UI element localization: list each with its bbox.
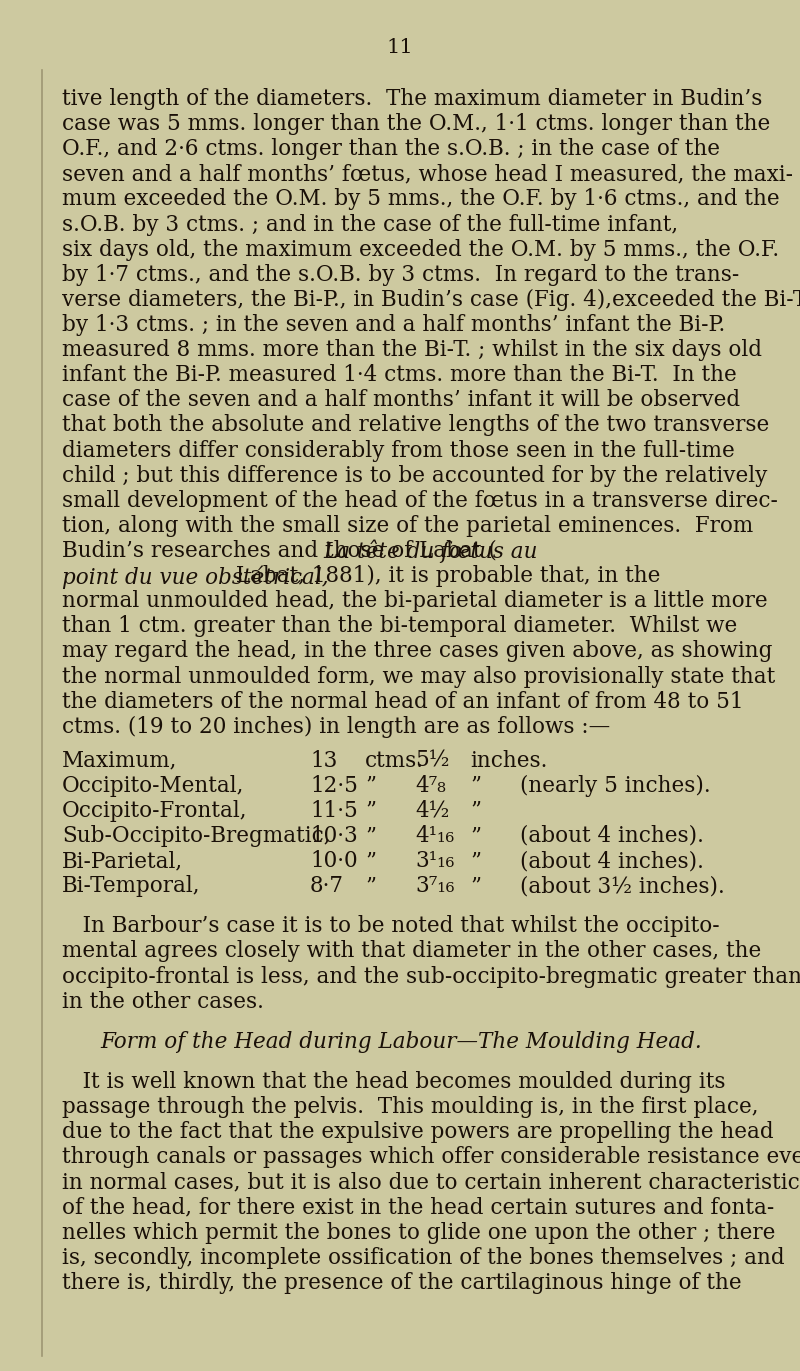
Text: Bi-Temporal,: Bi-Temporal, [62, 875, 201, 897]
Text: of the head, for there exist in the head certain sutures and fonta-: of the head, for there exist in the head… [62, 1197, 774, 1219]
Text: than 1 ctm. greater than the bi-temporal diameter.  Whilst we: than 1 ctm. greater than the bi-temporal… [62, 616, 738, 638]
Text: (about 4 inches).: (about 4 inches). [520, 825, 704, 847]
Text: Occipito-Frontal,: Occipito-Frontal, [62, 799, 247, 821]
Text: child ; but this difference is to be accounted for by the relatively: child ; but this difference is to be acc… [62, 465, 767, 487]
Text: the diameters of the normal head of an infant of from 48 to 51: the diameters of the normal head of an i… [62, 691, 743, 713]
Text: case of the seven and a half months’ infant it will be observed: case of the seven and a half months’ inf… [62, 389, 740, 411]
Text: Bi-Parietal,: Bi-Parietal, [62, 850, 183, 872]
Text: Form of the Head during Labour—The Moulding Head.: Form of the Head during Labour—The Mould… [100, 1031, 702, 1053]
Text: ctms.: ctms. [365, 750, 424, 772]
Text: infant the Bi-P. measured 1·4 ctms. more than the Bi-T.  In the: infant the Bi-P. measured 1·4 ctms. more… [62, 365, 737, 387]
Text: diameters differ considerably from those seen in the full-time: diameters differ considerably from those… [62, 440, 734, 462]
Text: 4¹₁₆: 4¹₁₆ [415, 825, 454, 847]
Text: Occipito-Mental,: Occipito-Mental, [62, 775, 244, 797]
Text: 4½: 4½ [415, 799, 450, 821]
Text: small development of the head of the fœtus in a transverse direc-: small development of the head of the fœt… [62, 489, 778, 511]
Text: ”: ” [470, 799, 481, 821]
Text: 12·5: 12·5 [310, 775, 358, 797]
Text: ”: ” [470, 875, 481, 897]
Text: measured 8 mms. more than the Bi-T. ; whilst in the six days old: measured 8 mms. more than the Bi-T. ; wh… [62, 339, 762, 361]
Text: ”: ” [365, 825, 376, 847]
Text: is, secondly, incomplete ossification of the bones themselves ; and: is, secondly, incomplete ossification of… [62, 1246, 785, 1268]
Text: ”: ” [470, 850, 481, 872]
Text: point du vue obstétrical,: point du vue obstétrical, [62, 565, 329, 588]
Text: in normal cases, but it is also due to certain inherent characteristics: in normal cases, but it is also due to c… [62, 1171, 800, 1194]
Text: 10·3: 10·3 [310, 825, 358, 847]
Text: 10·0: 10·0 [310, 850, 358, 872]
Text: Budin’s researches and those of Labat (: Budin’s researches and those of Labat ( [62, 540, 497, 562]
Text: occipito-frontal is less, and the sub-occipito-bregmatic greater than: occipito-frontal is less, and the sub-oc… [62, 965, 800, 987]
Text: mental agrees closely with that diameter in the other cases, the: mental agrees closely with that diameter… [62, 941, 762, 962]
Text: ”: ” [365, 799, 376, 821]
Text: tive length of the diameters.  The maximum diameter in Budin’s: tive length of the diameters. The maximu… [62, 88, 762, 110]
Text: Maximum,: Maximum, [62, 750, 178, 772]
Text: 3⁷₁₆: 3⁷₁₆ [415, 875, 454, 897]
Text: by 1·7 ctms., and the s.O.B. by 3 ctms.  In regard to the trans-: by 1·7 ctms., and the s.O.B. by 3 ctms. … [62, 263, 739, 285]
Text: 11·5: 11·5 [310, 799, 358, 821]
Text: s.O.B. by 3 ctms. ; and in the case of the full-time infant,: s.O.B. by 3 ctms. ; and in the case of t… [62, 214, 678, 236]
Text: inches.: inches. [470, 750, 547, 772]
Text: seven and a half months’ fœtus, whose head I measured, the maxi-: seven and a half months’ fœtus, whose he… [62, 163, 793, 185]
Text: mum exceeded the O.M. by 5 mms., the O.F. by 1·6 ctms., and the: mum exceeded the O.M. by 5 mms., the O.F… [62, 188, 780, 210]
Text: there is, thirdly, the presence of the cartilaginous hinge of the: there is, thirdly, the presence of the c… [62, 1272, 742, 1294]
Text: It is well known that the head becomes moulded during its: It is well known that the head becomes m… [62, 1071, 726, 1093]
Text: verse diameters, the Bi-P., in Budin’s case (Fig. 4),exceeded the Bi-T.: verse diameters, the Bi-P., in Budin’s c… [62, 289, 800, 311]
Text: nelles which permit the bones to glide one upon the other ; there: nelles which permit the bones to glide o… [62, 1222, 775, 1243]
Text: (about 3½ inches).: (about 3½ inches). [520, 875, 725, 897]
Text: 5½: 5½ [415, 750, 450, 772]
Text: passage through the pelvis.  This moulding is, in the first place,: passage through the pelvis. This mouldin… [62, 1097, 758, 1119]
Text: ”: ” [365, 850, 376, 872]
Text: 13: 13 [310, 750, 338, 772]
Text: Sub-Occipito-Bregmatic,: Sub-Occipito-Bregmatic, [62, 825, 330, 847]
Text: ”: ” [470, 825, 481, 847]
Text: ”: ” [365, 875, 376, 897]
Text: tion, along with the small size of the parietal eminences.  From: tion, along with the small size of the p… [62, 515, 754, 537]
Text: six days old, the maximum exceeded the O.M. by 5 mms., the O.F.: six days old, the maximum exceeded the O… [62, 239, 779, 260]
Text: 8·7: 8·7 [310, 875, 344, 897]
Text: ”: ” [365, 775, 376, 797]
Text: O.F., and 2·6 ctms. longer than the s.O.B. ; in the case of the: O.F., and 2·6 ctms. longer than the s.O.… [62, 138, 720, 160]
Text: normal unmoulded head, the bi-parietal diameter is a little more: normal unmoulded head, the bi-parietal d… [62, 590, 768, 613]
Text: case was 5 mms. longer than the O.M., 1·1 ctms. longer than the: case was 5 mms. longer than the O.M., 1·… [62, 114, 770, 136]
Text: Labat, 1881), it is probable that, in the: Labat, 1881), it is probable that, in th… [230, 565, 661, 587]
Text: In Barbour’s case it is to be noted that whilst the occipito-: In Barbour’s case it is to be noted that… [62, 916, 720, 938]
Text: 11: 11 [386, 38, 414, 58]
Text: that both the absolute and relative lengths of the two transverse: that both the absolute and relative leng… [62, 414, 770, 436]
Text: by 1·3 ctms. ; in the seven and a half months’ infant the Bi-P.: by 1·3 ctms. ; in the seven and a half m… [62, 314, 726, 336]
Text: the normal unmoulded form, we may also provisionally state that: the normal unmoulded form, we may also p… [62, 665, 775, 687]
Text: ctms. (19 to 20 inches) in length are as follows :—: ctms. (19 to 20 inches) in length are as… [62, 716, 610, 738]
Text: in the other cases.: in the other cases. [62, 991, 264, 1013]
Text: La tête du fœtus au: La tête du fœtus au [323, 540, 538, 563]
Text: may regard the head, in the three cases given above, as showing: may regard the head, in the three cases … [62, 640, 773, 662]
Text: 4⁷₈: 4⁷₈ [415, 775, 446, 797]
Text: through canals or passages which offer considerable resistance even: through canals or passages which offer c… [62, 1146, 800, 1168]
Text: (nearly 5 inches).: (nearly 5 inches). [520, 775, 710, 797]
Text: 3¹₁₆: 3¹₁₆ [415, 850, 454, 872]
Text: (about 4 inches).: (about 4 inches). [520, 850, 704, 872]
Text: ”: ” [470, 775, 481, 797]
Text: due to the fact that the expulsive powers are propelling the head: due to the fact that the expulsive power… [62, 1121, 774, 1143]
